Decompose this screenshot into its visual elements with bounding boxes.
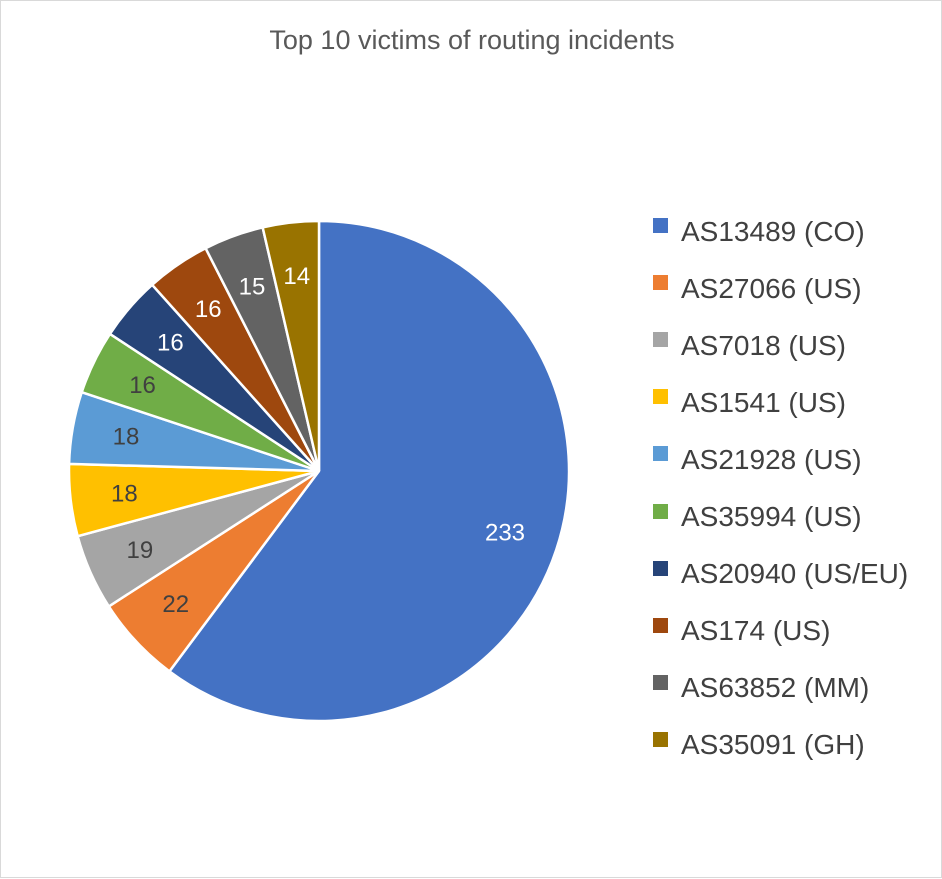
legend-swatch <box>653 446 668 462</box>
data-label-7: 16 <box>157 330 184 357</box>
pie-slice-10 <box>261 219 321 472</box>
data-label-10: 14 <box>283 263 310 290</box>
pie-slice-1 <box>167 219 571 723</box>
legend-swatch <box>653 218 668 234</box>
legend-item-6: AS35994 (US) <box>653 488 933 545</box>
legend-label: AS7018 (US) <box>681 329 846 361</box>
legend-swatch <box>653 503 668 519</box>
legend-swatch <box>653 731 668 747</box>
legend-item-8: AS174 (US) <box>653 603 933 660</box>
legend-swatch <box>653 560 668 576</box>
data-label-5: 18 <box>113 423 140 450</box>
legend-item-7: AS20940 (US/EU) <box>653 546 933 603</box>
legend-item-1: AS13489 (CO) <box>653 203 933 260</box>
legend-item-5: AS21928 (US) <box>653 431 933 488</box>
data-label-4: 18 <box>111 481 138 508</box>
legend-item-4: AS1541 (US) <box>653 374 933 431</box>
legend-swatch <box>653 674 668 690</box>
chart-title: Top 10 victims of routing incidents <box>269 25 675 55</box>
legend-label: AS1541 (US) <box>681 386 846 418</box>
legend-swatch <box>653 275 668 291</box>
legend-item-2: AS27066 (US) <box>653 260 933 317</box>
legend-swatch <box>653 617 668 633</box>
legend-label: AS35091 (GH) <box>681 729 865 761</box>
legend-label: AS13489 (CO) <box>681 215 865 247</box>
legend-label: AS35994 (US) <box>681 501 862 533</box>
legend-label: AS27066 (US) <box>681 272 862 304</box>
legend-swatch <box>653 332 668 348</box>
data-label-8: 16 <box>195 296 222 323</box>
legend-label: AS21928 (US) <box>681 443 862 475</box>
legend-label: AS174 (US) <box>681 615 831 647</box>
legend-label: AS63852 (MM) <box>681 672 870 704</box>
legend-label: AS20940 (US/EU) <box>681 558 909 590</box>
data-label-3: 19 <box>127 537 154 564</box>
data-label-9: 15 <box>239 273 266 300</box>
legend: AS13489 (CO) AS27066 (US) AS7018 (US) AS154… <box>653 203 933 774</box>
data-label-2: 22 <box>162 591 189 618</box>
data-label-1: 233 <box>485 519 525 546</box>
legend-item-10: AS35091 (GH) <box>653 717 933 774</box>
legend-swatch <box>653 389 668 405</box>
legend-item-9: AS63852 (MM) <box>653 660 933 717</box>
legend-item-3: AS7018 (US) <box>653 317 933 374</box>
data-label-6: 16 <box>129 372 156 399</box>
